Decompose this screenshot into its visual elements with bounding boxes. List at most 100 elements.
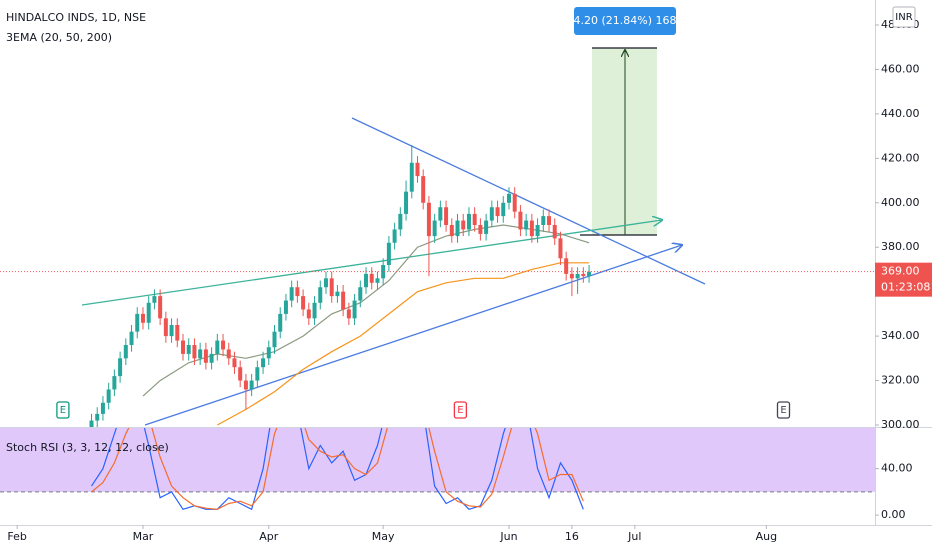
candle-body [478,225,483,234]
candle-body [564,258,569,274]
last-price-label: 369.00 [881,265,920,278]
candle-body [352,300,357,319]
candle-body [306,309,311,319]
y-tick-label: 0.00 [881,508,906,521]
candle-body [112,376,117,390]
x-tick-label: Feb [7,530,26,543]
candle-body [495,207,500,217]
event-label: E [60,405,66,416]
candle-body [375,278,380,283]
countdown: 01:23:08 [881,281,930,294]
x-tick-label: May [372,530,395,543]
candle-body [587,271,592,277]
candle-body [192,345,197,359]
trendline [144,245,682,426]
candle-body [283,300,288,314]
candle-body [158,296,163,319]
candle-body [575,273,580,279]
currency: INR [895,12,912,23]
candle-body [381,265,386,279]
candle-body [232,358,237,368]
candle-body [175,325,180,341]
candle-body [198,349,203,359]
candle-body [100,402,105,414]
chart-title: HINDALCO INDS, 1D, NSE [6,11,146,24]
candle-body [266,347,271,359]
candle-body [335,291,340,297]
y-tick-label: 380.00 [881,240,920,253]
x-tick-label: Apr [259,530,279,543]
candle-body [312,302,317,319]
x-tick-label: Aug [756,530,777,543]
y-tick-label: 300.00 [881,418,920,431]
candle-body [181,340,186,354]
candle-body [547,216,552,225]
candle-body [404,191,409,214]
candle-body [541,216,546,225]
candle-body [472,213,477,225]
candle-body [278,313,283,332]
candle-body [106,389,111,403]
candle-body [512,193,517,212]
candle-body [289,287,294,301]
y-tick-label: 460.00 [881,62,920,75]
candle-body [249,380,254,390]
candle-body [146,302,151,323]
candle-body [466,213,471,230]
candle-body [329,278,334,297]
candle-body [552,225,557,239]
y-tick-label: 340.00 [881,329,920,342]
candle-body [415,162,420,177]
y-tick-label: 400.00 [881,196,920,209]
candle-body [95,413,100,421]
candle-body [432,220,437,237]
candle-body [203,349,208,363]
candle-body [409,162,414,192]
y-tick-label: 420.00 [881,151,920,164]
y-tick-label: 40.00 [881,462,913,475]
candle-body [140,313,145,323]
candle-body [386,242,391,265]
candle-body [123,345,128,359]
candle-body [358,287,363,301]
candle-body [301,296,306,310]
line [90,428,584,511]
candle-body [392,229,397,243]
rsi-band [0,428,875,492]
candle-body [489,207,494,221]
candle-body [569,273,574,279]
indicator-label: Stoch RSI (3, 3, 12, 12, close) [6,441,169,454]
candle-body [426,202,431,237]
candle-body [129,331,134,345]
candle-body [323,278,328,288]
last-price-box [875,262,932,297]
candle-body [444,207,449,225]
trendline [81,220,662,306]
position-label-box [574,7,676,35]
line [217,262,590,426]
candle-body [89,420,94,427]
candle-body [318,287,323,303]
candle-body [346,309,351,319]
candle-body [243,380,248,390]
candle-body [272,331,277,348]
y-tick-label: 440.00 [881,107,920,120]
candle-body [152,296,157,303]
candle-body [238,367,243,381]
candle-body [461,220,466,230]
candle-body [421,176,426,203]
candle-body [455,220,460,237]
candle-body [221,340,226,350]
candle-body [398,213,403,230]
candle-body [558,238,563,259]
candle-body [524,220,529,230]
candle-body [341,291,346,310]
candle-body [295,287,300,297]
candle-body [581,273,586,277]
candle-body [215,340,220,354]
event-icon [776,401,791,419]
candle-body [209,353,214,363]
candle-body [501,202,506,217]
